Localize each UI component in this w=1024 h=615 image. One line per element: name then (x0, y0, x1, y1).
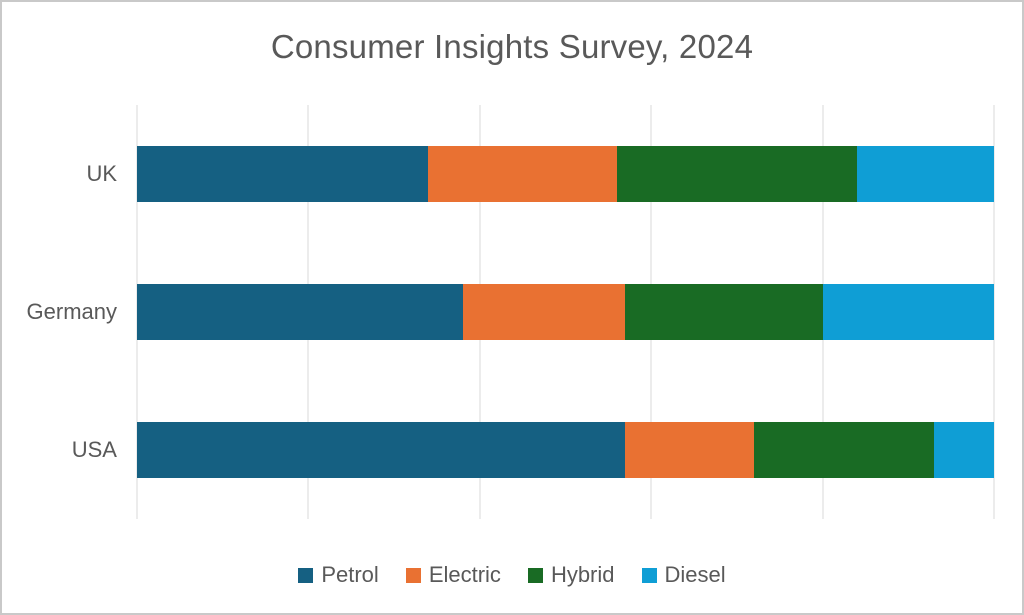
bar-row-germany: Germany (27, 243, 994, 381)
plot-area: UK Germany USA (27, 105, 995, 519)
bar-segment-electric (428, 146, 617, 202)
bar-segment-diesel (822, 284, 994, 340)
stacked-bar (137, 422, 994, 478)
category-label: USA (71, 437, 117, 462)
stacked-bar (137, 146, 994, 202)
bar-segment-hybrid (616, 146, 857, 202)
bar-segment-electric (462, 284, 626, 340)
bar-segment-diesel (934, 422, 994, 478)
legend-label: Petrol (321, 562, 379, 587)
legend-label: Hybrid (550, 562, 615, 587)
legend: Petrol Electric Hybrid Diesel (2, 562, 1022, 588)
legend-item-petrol: Petrol (298, 562, 379, 588)
legend-swatch-icon (405, 567, 421, 583)
legend-item-hybrid: Hybrid (527, 562, 615, 588)
bar-segment-petrol (137, 422, 626, 478)
bar-row-usa: USA (72, 381, 994, 519)
bar-segment-hybrid (754, 422, 934, 478)
stacked-bar (137, 284, 994, 340)
bar-segment-electric (625, 422, 755, 478)
bar-segment-hybrid (625, 284, 823, 340)
legend-item-diesel: Diesel (641, 562, 726, 588)
legend-label: Diesel (664, 562, 726, 587)
bar-segment-diesel (856, 146, 994, 202)
gridline (993, 105, 995, 519)
bar-row-uk: UK (86, 105, 994, 243)
category-label: Germany (26, 299, 117, 324)
chart-title: Consumer Insights Survey, 2024 (270, 28, 754, 65)
bar-segment-petrol (137, 146, 429, 202)
legend-swatch-icon (298, 567, 314, 583)
bar-segment-petrol (137, 284, 463, 340)
category-label: UK (86, 161, 117, 186)
legend-item-electric: Electric (405, 562, 501, 588)
legend-swatch-icon (641, 567, 657, 583)
legend-swatch-icon (527, 567, 543, 583)
legend-label: Electric (428, 562, 501, 587)
